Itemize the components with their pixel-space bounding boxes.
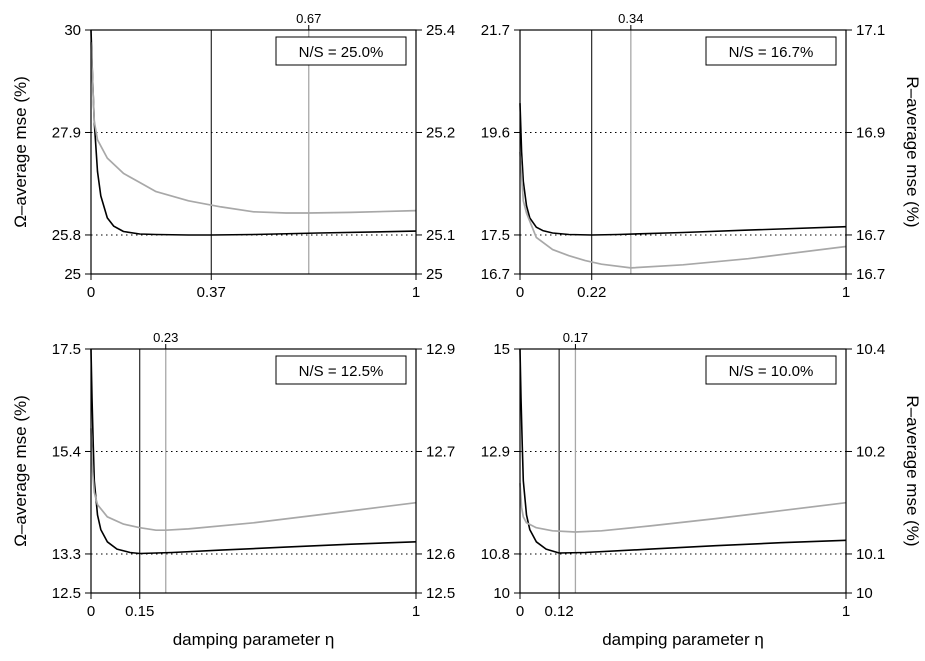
series-line-black <box>90 348 417 555</box>
noise-ratio-label: N/S = 25.0% <box>299 44 384 61</box>
noise-ratio-label: N/S = 10.0% <box>729 363 814 380</box>
series-line-gray <box>90 428 417 532</box>
y-axis-left-label: Ω–average mse (%) <box>11 76 30 228</box>
y-left-tick-label: 17.5 <box>52 341 81 358</box>
gray-minimum-label: 0.67 <box>296 11 321 26</box>
series-line-black <box>90 29 417 236</box>
series-line-black <box>519 103 847 236</box>
x-axis-label: damping parameter η <box>173 630 335 649</box>
y-axis-right-label: R–average mse (%) <box>903 395 922 546</box>
y-right-tick-label: 16.7 <box>856 266 885 283</box>
x-tick-label: 0 <box>516 603 524 620</box>
y-right-tick-label: 10.2 <box>856 443 885 460</box>
x-tick-label: 1 <box>412 603 420 620</box>
gray-minimum-label: 0.34 <box>618 11 643 26</box>
y-left-tick-label: 15 <box>493 341 510 358</box>
y-left-tick-label: 12.5 <box>52 585 81 602</box>
y-left-tick-label: 21.7 <box>481 22 510 39</box>
x-tick-label: 0 <box>87 284 95 301</box>
plot-frame <box>90 348 417 594</box>
y-right-tick-label: 10 <box>856 585 873 602</box>
y-right-tick-label: 10.4 <box>856 341 885 358</box>
y-right-tick-label: 25 <box>426 266 443 283</box>
y-left-tick-label: 13.3 <box>52 546 81 563</box>
y-right-tick-label: 12.6 <box>426 546 455 563</box>
noise-ratio-label: N/S = 12.5% <box>299 363 384 380</box>
noise-ratio-box <box>705 355 837 385</box>
y-left-tick-label: 10.8 <box>481 546 510 563</box>
y-right-tick-label: 12.9 <box>426 341 455 358</box>
y-left-tick-label: 12.9 <box>481 443 510 460</box>
y-left-tick-label: 25 <box>64 266 81 283</box>
series-line-gray <box>519 151 847 269</box>
noise-ratio-box <box>705 36 837 66</box>
noise-ratio-box <box>275 355 407 385</box>
x-tick-label: 0.37 <box>197 284 226 301</box>
y-left-tick-label: 15.4 <box>52 443 81 460</box>
y-left-tick-label: 17.5 <box>481 227 510 244</box>
plot-frame <box>519 348 847 594</box>
x-tick-label: 0.15 <box>125 603 154 620</box>
y-axis-left-label: Ω–average mse (%) <box>11 395 30 547</box>
noise-ratio-box <box>275 36 407 66</box>
y-right-tick-label: 25.2 <box>426 124 455 141</box>
series-line-gray <box>519 483 847 533</box>
panel-1: 0.67 0 0.37 1 25 25.8 27.9 30 25 25.1 25.2 25.4 N/S … <box>11 11 455 301</box>
gray-minimum-label: 0.23 <box>153 330 178 345</box>
series-line-gray <box>90 42 417 214</box>
panel-2: 0.34 0 0.22 1 16.7 17.5 19.6 21.7 16.7 16.7 16.9 17… <box>481 11 922 301</box>
y-right-tick-label: 12.7 <box>426 443 455 460</box>
y-axis-right-label: R–average mse (%) <box>903 76 922 227</box>
y-right-tick-label: 16.9 <box>856 124 885 141</box>
y-left-tick-label: 27.9 <box>52 124 81 141</box>
y-right-tick-label: 25.4 <box>426 22 455 39</box>
y-right-tick-label: 10.1 <box>856 546 885 563</box>
x-tick-label: 0.12 <box>545 603 574 620</box>
x-axis-label: damping parameter η <box>602 630 764 649</box>
y-left-tick-label: 10 <box>493 585 510 602</box>
x-tick-label: 0 <box>516 284 524 301</box>
y-right-tick-label: 25.1 <box>426 227 455 244</box>
noise-ratio-label: N/S = 16.7% <box>729 44 814 61</box>
plot-frame <box>90 29 417 275</box>
series-line-black <box>519 348 847 554</box>
panel-4: 0.17 0 0.12 1 10 10.8 12.9 15 10 10.1 10.2 10.4 N/S … <box>481 330 922 649</box>
y-right-tick-label: 12.5 <box>426 585 455 602</box>
gray-minimum-label: 0.17 <box>563 330 588 345</box>
x-tick-label: 0 <box>87 603 95 620</box>
y-left-tick-label: 30 <box>64 22 81 39</box>
y-left-tick-label: 25.8 <box>52 227 81 244</box>
panel-3: 0.23 0 0.15 1 12.5 13.3 15.4 17.5 12.5 12.6 12.7 12… <box>11 330 455 649</box>
x-tick-label: 1 <box>842 603 850 620</box>
x-tick-label: 0.22 <box>577 284 606 301</box>
y-left-tick-label: 16.7 <box>481 266 510 283</box>
y-left-tick-label: 19.6 <box>481 124 510 141</box>
y-right-tick-label: 17.1 <box>856 22 885 39</box>
plot-frame <box>519 29 847 275</box>
x-tick-label: 1 <box>842 284 850 301</box>
y-right-tick-label: 16.7 <box>856 227 885 244</box>
x-tick-label: 1 <box>412 284 420 301</box>
